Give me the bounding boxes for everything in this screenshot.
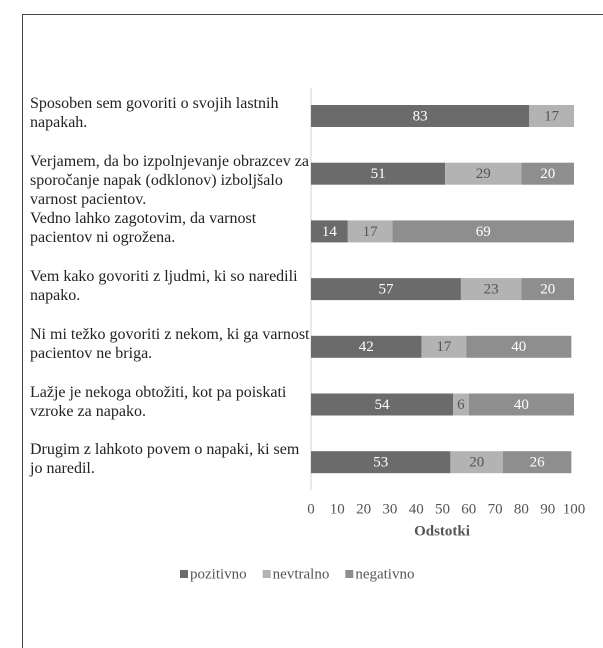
bar-segment: [311, 451, 451, 474]
data-label: 42: [359, 339, 374, 355]
bar-segment: [311, 393, 454, 416]
legend-label: negativno: [355, 566, 414, 582]
bar-segment: [311, 220, 348, 243]
legend-swatch: [262, 570, 271, 578]
bar-segment: [311, 105, 530, 127]
data-label: 23: [484, 282, 499, 298]
bar-segment: [445, 162, 522, 185]
bar-segment: [311, 278, 461, 301]
data-label: 40: [514, 397, 529, 413]
frame: [22, 14, 603, 648]
category-label: Vedno lahko zagotovim, da varnost pacien…: [30, 210, 257, 247]
data-label: 20: [469, 455, 484, 471]
data-label: 26: [530, 455, 546, 471]
bar-segment: [521, 162, 574, 185]
category-label: Sposoben sem govoriti o svojih lastnih n…: [30, 95, 279, 131]
x-tick-label: 60: [461, 501, 476, 517]
bar-segment: [450, 451, 503, 474]
x-tick-label: 0: [307, 501, 315, 517]
bar-segment: [529, 105, 574, 127]
category-label: Lažje je nekoga obtožiti, kot pa poiskat…: [30, 383, 287, 420]
x-tick-label: 30: [382, 501, 397, 517]
data-label: 20: [540, 282, 555, 298]
x-tick-label: 80: [514, 501, 529, 517]
bar-segment: [466, 335, 572, 358]
data-label: 14: [322, 224, 338, 240]
category-label: Ni mi težko govoriti z nekom, ki ga varn…: [30, 325, 310, 362]
data-label: 54: [375, 397, 391, 413]
legend-swatch: [345, 570, 354, 578]
category-label: Drugim z lahkoto povem o napaki, ki sem …: [30, 441, 300, 478]
data-label: 17: [363, 224, 379, 240]
data-label: 51: [371, 166, 386, 182]
bar-segment: [521, 278, 574, 301]
category-label: Vem kako govoriti z ljudmi, ki so naredi…: [30, 268, 298, 305]
data-label: 69: [476, 224, 491, 240]
x-axis-label: Odstotki: [414, 523, 470, 539]
bar-segment: [502, 451, 572, 474]
bar-segment: [392, 220, 574, 243]
legend-label: nevtralno: [273, 566, 330, 582]
data-label: 57: [378, 282, 394, 298]
bar-segment: [311, 162, 446, 185]
data-label: 17: [436, 339, 452, 355]
bar-segment: [468, 393, 574, 416]
data-label: 17: [544, 108, 560, 124]
bar-segment: [453, 393, 469, 416]
data-label: 29: [476, 166, 491, 182]
data-label: 20: [540, 166, 555, 182]
x-tick-label: 20: [356, 501, 371, 517]
category-label: Verjamem, da bo izpolnjevanje obrazcev z…: [30, 152, 309, 208]
bar-segment: [421, 335, 467, 358]
x-tick-label: 70: [488, 501, 503, 517]
x-tick-label: 50: [435, 501, 450, 517]
data-label: 6: [457, 397, 465, 413]
x-tick-label: 100: [563, 501, 586, 517]
data-label: 40: [511, 339, 526, 355]
x-tick-label: 10: [330, 501, 345, 517]
data-label: 83: [413, 108, 428, 124]
x-tick-label: 40: [409, 501, 424, 517]
legend-swatch: [180, 570, 188, 578]
legend-label: pozitivno: [190, 566, 247, 582]
bar-segment: [311, 335, 422, 358]
x-tick-label: 90: [540, 501, 555, 517]
bar-segment: [347, 220, 393, 243]
bar-segment: [460, 278, 522, 301]
data-label: 53: [373, 455, 388, 471]
